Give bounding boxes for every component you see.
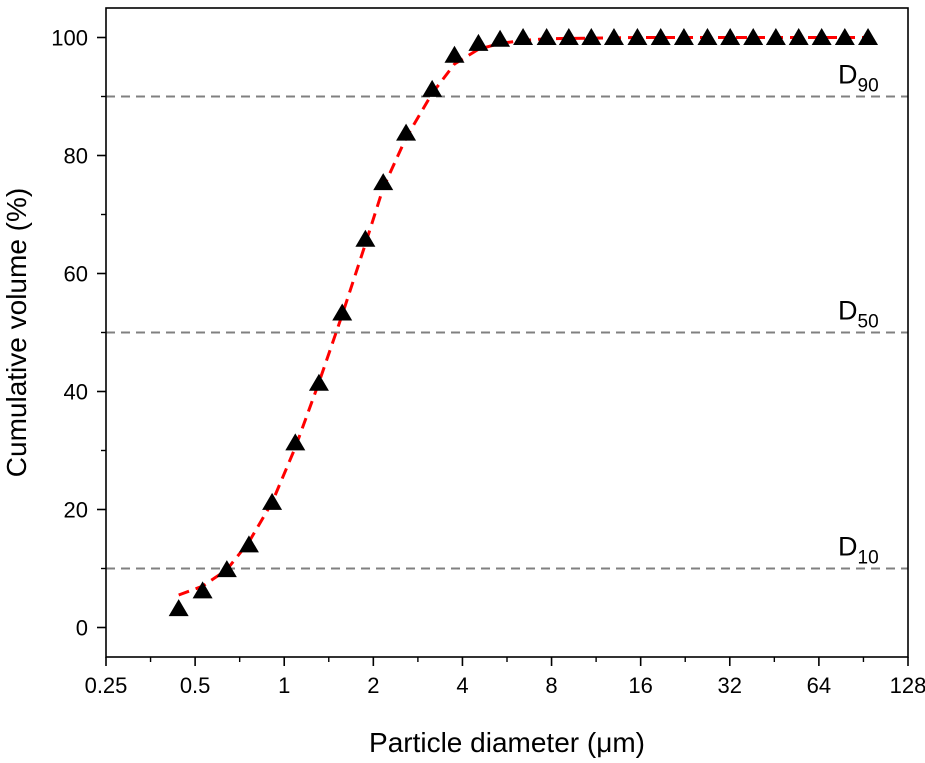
reference-label-main: D <box>838 532 858 562</box>
y-tick-label: 60 <box>64 262 88 287</box>
fit-curve-line <box>178 36 868 597</box>
data-point-14 <box>468 33 489 51</box>
data-point-6 <box>285 433 306 451</box>
data-point-1 <box>168 599 189 617</box>
reference-label-10: D10 <box>838 532 879 569</box>
fit-curve <box>178 36 868 597</box>
y-axis-ticks: 0 20 40 60 80 100 <box>51 26 106 641</box>
data-point-7 <box>308 373 329 391</box>
reference-label-main: D <box>838 296 858 326</box>
data-point-31 <box>858 28 879 45</box>
data-point-24 <box>697 28 718 45</box>
data-point-8 <box>332 303 353 321</box>
data-markers <box>168 28 879 617</box>
x-tick-label: 4 <box>456 673 468 698</box>
x-tick-label: 1 <box>278 673 290 698</box>
data-point-19 <box>581 28 602 45</box>
data-point-17 <box>536 28 557 45</box>
data-point-22 <box>650 28 671 45</box>
data-point-30 <box>834 28 855 45</box>
x-axis-ticks: 0.25 0.5 1 2 4 8 16 32 64 128 <box>85 657 925 698</box>
reference-label-50: D50 <box>838 296 879 333</box>
reference-label-subscript: 50 <box>858 312 879 333</box>
y-tick-label: 40 <box>64 380 88 405</box>
reference-label-subscript: 10 <box>858 548 879 569</box>
data-point-4 <box>238 535 259 553</box>
x-axis-title: Particle diameter (μm) <box>369 727 645 758</box>
data-point-5 <box>262 492 283 510</box>
y-tick-label: 0 <box>76 616 88 641</box>
data-point-23 <box>673 28 694 45</box>
data-point-10 <box>373 173 394 191</box>
x-tick-label: 16 <box>628 673 652 698</box>
x-tick-label: 32 <box>718 673 742 698</box>
y-axis-title: Cumulative volume (%) <box>1 188 32 477</box>
data-point-26 <box>743 28 764 45</box>
data-point-20 <box>603 28 624 45</box>
y-tick-label: 80 <box>64 144 88 169</box>
data-point-25 <box>720 28 741 45</box>
data-point-21 <box>627 28 648 45</box>
x-tick-label: 0.25 <box>85 673 128 698</box>
x-tick-label: 128 <box>890 673 925 698</box>
reference-label-90: D90 <box>838 60 879 97</box>
x-tick-label: 64 <box>807 673 831 698</box>
data-point-15 <box>490 29 511 47</box>
x-tick-label: 2 <box>367 673 379 698</box>
reference-label-main: D <box>838 60 858 90</box>
data-point-2 <box>192 581 213 599</box>
data-point-9 <box>355 229 376 247</box>
reference-label-subscript: 90 <box>858 76 879 97</box>
data-point-3 <box>216 560 237 578</box>
data-point-28 <box>788 28 809 45</box>
data-point-29 <box>811 28 832 45</box>
data-point-11 <box>396 123 417 141</box>
data-point-12 <box>422 79 443 97</box>
data-point-13 <box>444 45 465 63</box>
data-point-16 <box>513 28 534 45</box>
data-point-18 <box>558 28 579 45</box>
x-tick-label: 0.5 <box>180 673 211 698</box>
x-tick-label: 8 <box>545 673 557 698</box>
y-tick-label: 100 <box>51 26 88 51</box>
data-point-27 <box>765 28 786 45</box>
y-tick-label: 20 <box>64 498 88 523</box>
